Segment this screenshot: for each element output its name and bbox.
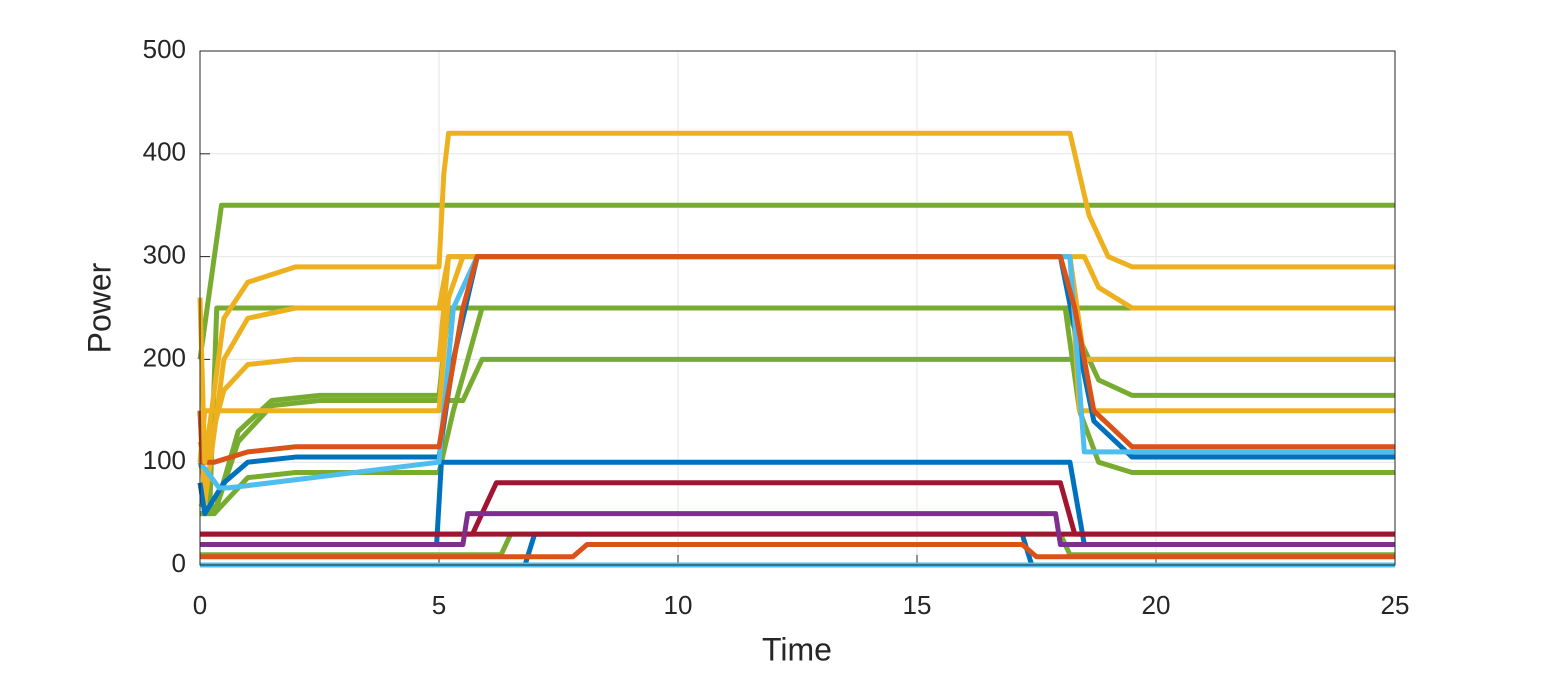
x-tick-label: 25 (1381, 590, 1410, 620)
series-line (200, 511, 1395, 547)
series-line (200, 305, 1395, 517)
y-tick-label: 0 (172, 548, 186, 578)
y-tick-label: 300 (143, 239, 186, 269)
y-tick-label: 400 (143, 137, 186, 167)
axes-box (199, 50, 1396, 566)
series-line (200, 541, 1395, 560)
x-axis-label: Time (762, 631, 832, 667)
y-tick-label: 200 (143, 342, 186, 372)
y-tick-label: 500 (143, 34, 186, 64)
x-tick-label: 0 (193, 590, 207, 620)
y-tick-label: 100 (143, 445, 186, 475)
series-line (197, 254, 1395, 491)
series-line (197, 130, 1395, 465)
x-tick-label: 10 (664, 590, 693, 620)
x-tick-label: 20 (1142, 590, 1171, 620)
series-line (197, 254, 1395, 465)
series-line (197, 202, 1395, 360)
x-tick-label: 15 (903, 590, 932, 620)
x-tick-label: 5 (432, 590, 446, 620)
y-axis-label: Power (81, 262, 117, 353)
